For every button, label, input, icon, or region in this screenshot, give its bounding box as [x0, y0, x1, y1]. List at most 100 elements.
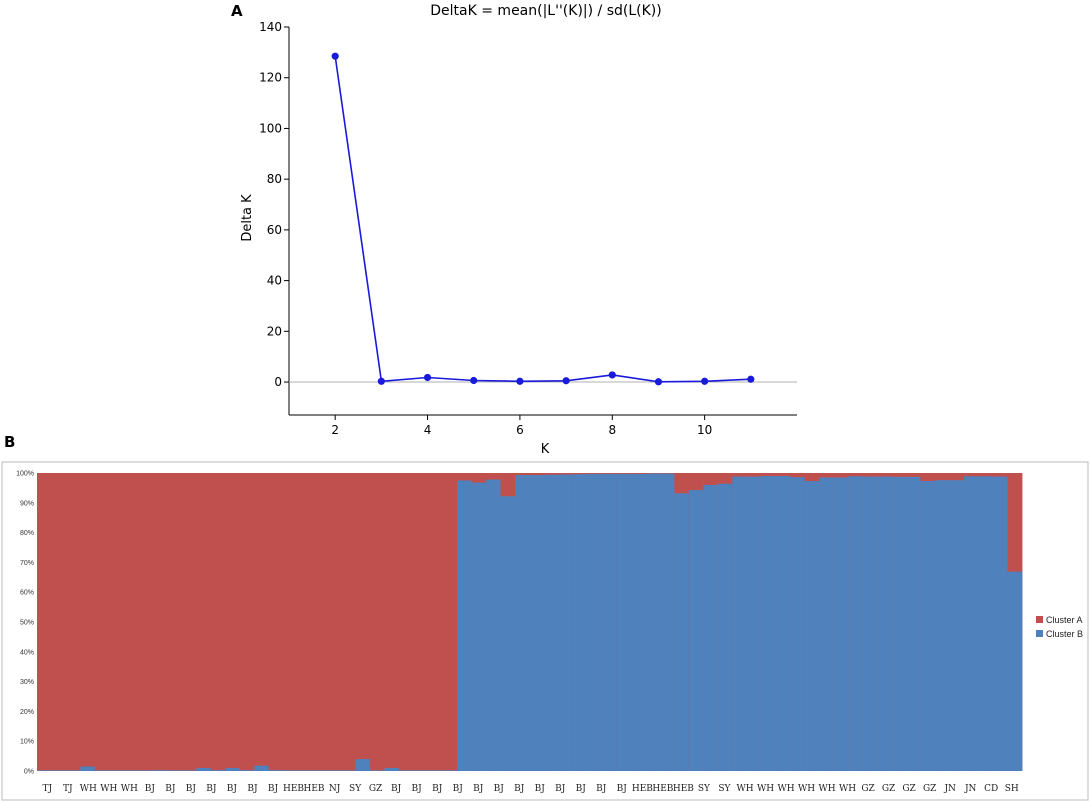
x-tick-label: BJ: [494, 784, 505, 794]
x-tick-label: HEB: [652, 784, 673, 794]
data-point: [516, 377, 524, 385]
data-point: [654, 378, 663, 386]
x-tick-label: WH: [121, 784, 138, 794]
cluster-a-bar: [152, 473, 168, 771]
y-tick-label: 70%: [20, 560, 34, 567]
cluster-b-bar: [37, 770, 52, 771]
cluster-a-bar: [109, 473, 125, 771]
x-tick-label: JN: [943, 784, 956, 794]
x-tick-label: SY: [349, 784, 362, 794]
cluster-b-bar: [283, 770, 299, 771]
x-tick-label: WH: [100, 784, 117, 794]
x-tick-label: GZ: [369, 784, 382, 794]
y-tick-label: 30%: [20, 679, 34, 686]
y-tick-label: 100: [259, 121, 282, 135]
x-tick-label: WH: [819, 784, 836, 794]
x-tick-label: BJ: [617, 784, 628, 794]
legend-swatch: [1036, 616, 1043, 623]
x-tick-label: BJ: [576, 784, 587, 794]
y-tick-label: 40%: [20, 649, 34, 656]
cluster-b-bar: [630, 473, 646, 771]
cluster-a-bar: [268, 473, 284, 771]
cluster-b-bar: [572, 474, 588, 771]
x-tick-label: BJ: [596, 784, 607, 794]
cluster-b-bar: [819, 477, 835, 771]
x-tick-label: BJ: [145, 784, 156, 794]
cluster-b-bar: [268, 770, 284, 771]
cluster-b-bar: [906, 476, 922, 771]
cluster-a-bar: [399, 473, 415, 771]
x-tick-label: BJ: [514, 784, 525, 794]
cluster-b-bar: [80, 766, 96, 771]
x-tick-label: TJ: [63, 784, 73, 794]
y-tick-label: 40: [267, 274, 282, 288]
cluster-b-bar: [428, 770, 443, 771]
x-tick-label: BJ: [473, 784, 484, 794]
cluster-b-bar: [688, 489, 704, 771]
x-tick-label: WH: [80, 784, 97, 794]
cluster-b-bar: [848, 476, 864, 771]
cluster-b-bar: [254, 765, 270, 771]
x-tick-label: WH: [798, 784, 815, 794]
x-tick-label: 4: [424, 423, 432, 437]
cluster-a-bar: [283, 473, 299, 771]
y-tick-label: 60%: [20, 590, 34, 597]
cluster-a-bar: [413, 473, 429, 771]
deltak-series-line: [334, 56, 751, 383]
y-tick-label: 120: [259, 71, 282, 85]
cluster-a-bar: [428, 473, 443, 771]
cluster-b-bar: [225, 768, 241, 771]
x-tick-label: GZ: [902, 784, 915, 794]
cluster-b-bar: [964, 476, 979, 771]
x-tick-label: NJ: [329, 784, 341, 794]
data-point: [562, 377, 570, 385]
x-tick-label: CD: [984, 784, 998, 794]
cluster-b-bar: [94, 770, 110, 771]
cluster-b-bar: [384, 768, 400, 771]
cluster-b-bar: [51, 770, 67, 771]
x-tick-label: BJ: [555, 784, 566, 794]
x-tick-label: WH: [757, 784, 774, 794]
cluster-a-bar: [138, 473, 154, 771]
cluster-b-bar: [312, 770, 328, 771]
x-tick-label: TJ: [42, 784, 52, 794]
cluster-b-bar: [732, 476, 748, 771]
cluster-b-bar: [790, 477, 806, 771]
cluster-b-bar: [891, 476, 907, 771]
y-tick-label: 90%: [20, 500, 34, 507]
x-tick-label: HEB: [283, 784, 304, 794]
cluster-a-bar: [297, 473, 313, 771]
cluster-b-bar: [543, 474, 559, 771]
cluster-b-bar: [341, 770, 357, 771]
cluster-b-bar: [920, 481, 936, 771]
cluster-a-bar: [312, 473, 328, 771]
x-tick-label: BJ: [411, 784, 422, 794]
cluster-b-bar: [196, 768, 212, 771]
x-tick-label: BJ: [535, 784, 546, 794]
cluster-b-bar: [601, 473, 617, 771]
cluster-b-bar: [761, 475, 777, 771]
cluster-b-bar: [659, 473, 675, 771]
panel-a-label: A: [231, 2, 243, 20]
x-tick-label: HEB: [303, 784, 324, 794]
x-tick-label: BJ: [186, 784, 197, 794]
cluster-b-bar: [138, 770, 154, 771]
data-point: [377, 377, 385, 385]
cluster-a-bar: [65, 473, 81, 771]
y-tick-label: 80: [267, 172, 282, 186]
cluster-a-bar: [80, 473, 96, 771]
x-tick-label: BJ: [432, 784, 443, 794]
x-tick-label: GZ: [923, 784, 936, 794]
y-tick-label: 20: [267, 324, 282, 338]
data-point: [747, 375, 755, 383]
cluster-a-bar: [196, 473, 212, 771]
legend-label: Cluster A: [1046, 615, 1083, 625]
cluster-b-bar: [355, 759, 371, 771]
y-tick-label: 50%: [20, 620, 34, 627]
cluster-b-bar: [978, 476, 994, 771]
cluster-a-bar: [370, 473, 386, 771]
chart-title: DeltaK = mean(|L''(K)|) / sd(L(K)): [430, 3, 661, 19]
cluster-a-bar: [239, 473, 255, 771]
cluster-b-bar: [471, 482, 487, 771]
cluster-a-bar: [341, 473, 357, 771]
